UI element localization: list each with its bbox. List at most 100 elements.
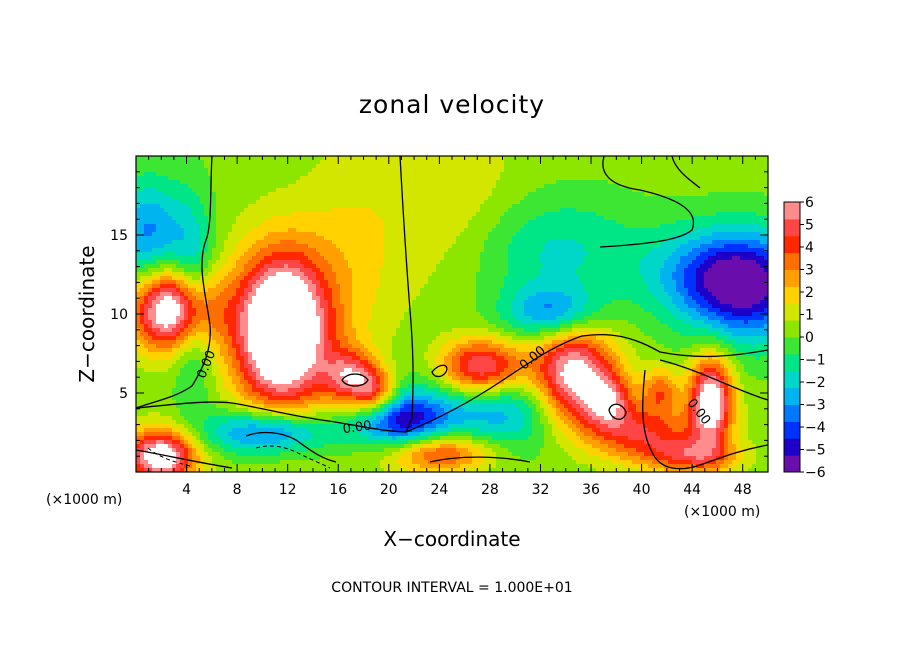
- field-cell: [380, 204, 385, 209]
- field-cell: [480, 232, 485, 237]
- field-cell: [248, 228, 253, 233]
- field-cell: [636, 260, 641, 265]
- field-cell: [280, 232, 285, 237]
- field-cell: [516, 184, 521, 189]
- field-cell: [764, 224, 768, 229]
- field-cell: [328, 260, 333, 265]
- field-cell: [364, 236, 369, 241]
- field-cell: [364, 268, 369, 273]
- field-cell: [680, 192, 685, 197]
- field-cell: [436, 252, 441, 257]
- field-cell: [636, 180, 641, 185]
- field-cell: [648, 220, 653, 225]
- field-cell: [296, 236, 301, 241]
- field-cell: [140, 200, 145, 205]
- field-cell: [584, 260, 589, 265]
- field-cell: [304, 236, 309, 241]
- field-cell: [512, 212, 517, 217]
- field-cell: [424, 252, 429, 257]
- field-cell: [224, 264, 229, 269]
- field-cell: [344, 184, 349, 189]
- field-cell: [340, 260, 345, 265]
- field-cell: [504, 196, 509, 201]
- field-cell: [248, 188, 253, 193]
- field-cell: [548, 236, 553, 241]
- field-cell: [380, 200, 385, 205]
- field-cell: [548, 248, 553, 253]
- field-cell: [384, 236, 389, 241]
- field-cell: [556, 252, 561, 257]
- field-cell: [628, 256, 633, 261]
- field-cell: [668, 172, 673, 177]
- field-cell: [188, 184, 193, 189]
- field-cell: [372, 244, 377, 249]
- field-cell: [572, 168, 577, 173]
- field-cell: [368, 256, 373, 261]
- field-cell: [144, 208, 149, 213]
- field-cell: [376, 228, 381, 233]
- field-cell: [472, 224, 477, 229]
- field-cell: [236, 192, 241, 197]
- field-cell: [336, 260, 341, 265]
- field-cell: [360, 192, 365, 197]
- field-cell: [384, 248, 389, 253]
- field-cell: [440, 256, 445, 261]
- field-cell: [512, 240, 517, 245]
- field-cell: [216, 280, 221, 285]
- field-cell: [460, 272, 465, 277]
- field-cell: [164, 256, 169, 261]
- field-cell: [488, 264, 493, 269]
- field-cell: [236, 200, 241, 205]
- field-cell: [592, 168, 597, 173]
- field-cell: [228, 228, 233, 233]
- field-cell: [220, 156, 225, 161]
- field-cell: [400, 180, 405, 185]
- field-cell: [272, 264, 277, 269]
- field-cell: [532, 256, 537, 261]
- field-cell: [432, 180, 437, 185]
- field-cell: [660, 176, 665, 181]
- field-cell: [320, 244, 325, 249]
- field-cell: [304, 272, 309, 277]
- field-cell: [652, 224, 657, 229]
- field-cell: [288, 208, 293, 213]
- field-cell: [492, 212, 497, 217]
- field-cell: [384, 268, 389, 273]
- field-cell: [692, 212, 697, 217]
- field-cell: [248, 208, 253, 213]
- field-cell: [260, 252, 265, 257]
- field-cell: [740, 224, 745, 229]
- field-cell: [268, 248, 273, 253]
- field-cell: [484, 188, 489, 193]
- field-cell: [220, 220, 225, 225]
- field-cell: [432, 184, 437, 189]
- field-cell: [548, 188, 553, 193]
- field-cell: [164, 164, 169, 169]
- field-cell: [496, 236, 501, 241]
- field-cell: [176, 164, 181, 169]
- field-cell: [368, 156, 373, 161]
- field-cell: [652, 228, 657, 233]
- field-cell: [600, 224, 605, 229]
- field-cell: [432, 260, 437, 265]
- field-cell: [724, 172, 729, 177]
- field-cell: [564, 248, 569, 253]
- field-cell: [264, 180, 269, 185]
- field-cell: [536, 192, 541, 197]
- field-cell: [180, 184, 185, 189]
- field-cell: [404, 164, 409, 169]
- field-cell: [552, 228, 557, 233]
- field-cell: [636, 272, 641, 277]
- field-cell: [752, 200, 757, 205]
- field-cell: [540, 220, 545, 225]
- field-cell: [596, 272, 601, 277]
- field-cell: [572, 164, 577, 169]
- field-cell: [184, 196, 189, 201]
- field-cell: [576, 184, 581, 189]
- field-cell: [316, 236, 321, 241]
- field-cell: [732, 160, 737, 165]
- field-cell: [696, 276, 701, 281]
- field-cell: [476, 264, 481, 269]
- field-cell: [192, 188, 197, 193]
- field-cell: [396, 264, 401, 269]
